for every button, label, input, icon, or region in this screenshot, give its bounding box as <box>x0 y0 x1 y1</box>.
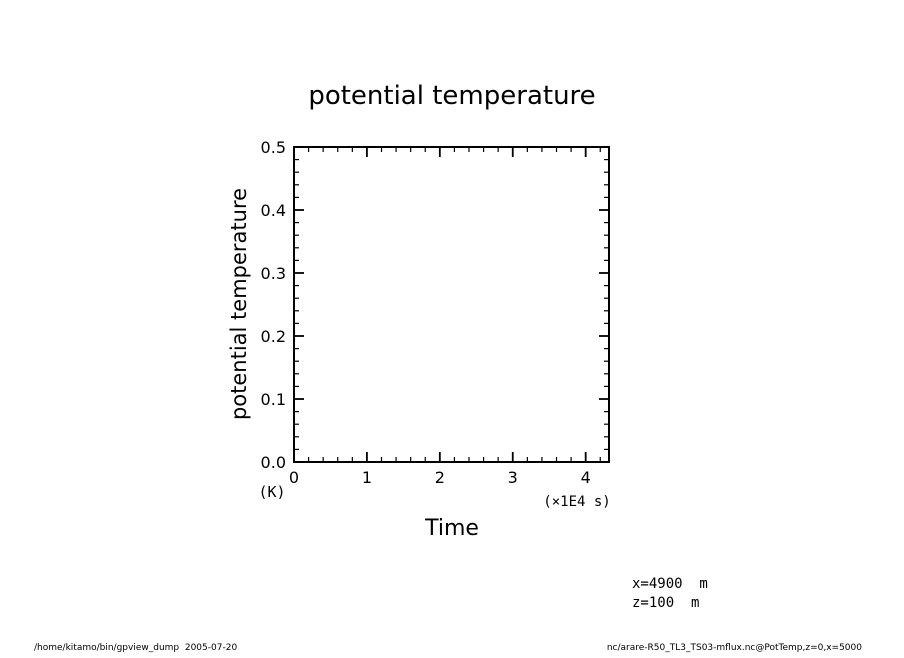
y-unit-label: (K) <box>258 483 285 501</box>
x-tick-label: 4 <box>581 468 591 487</box>
footer-right: nc/arare-R50_TL3_TS03-mflux.nc@PotTemp,z… <box>607 643 862 653</box>
x-axis: 0 1 2 3 4 <box>289 147 601 487</box>
y-tick-label: 0.5 <box>261 138 286 157</box>
x-tick-label: 2 <box>435 468 445 487</box>
annotation-x-position: x=4900 m <box>632 576 708 592</box>
y-tick-label: 0.0 <box>261 453 286 472</box>
x-axis-label: Time <box>424 516 479 541</box>
y-axis: 0.0 0.1 0.2 0.3 0.4 0.5 <box>261 138 609 472</box>
y-axis-label: potential temperature <box>227 188 251 420</box>
y-tick-label: 0.4 <box>261 201 286 220</box>
annotation-z-position: z=100 m <box>632 595 699 611</box>
plot-frame <box>293 146 610 463</box>
y-tick-label: 0.2 <box>261 327 286 346</box>
x-tick-label: 3 <box>508 468 518 487</box>
x-unit-label: (×1E4 s) <box>543 494 610 510</box>
chart-title: potential temperature <box>308 81 595 111</box>
x-tick-label: 1 <box>362 468 372 487</box>
y-tick-label: 0.3 <box>261 264 286 283</box>
footer-left: /home/kitamo/bin/gpview_dump 2005-07-20 <box>34 643 237 653</box>
y-tick-label: 0.1 <box>261 390 286 409</box>
x-tick-label: 0 <box>289 468 299 487</box>
